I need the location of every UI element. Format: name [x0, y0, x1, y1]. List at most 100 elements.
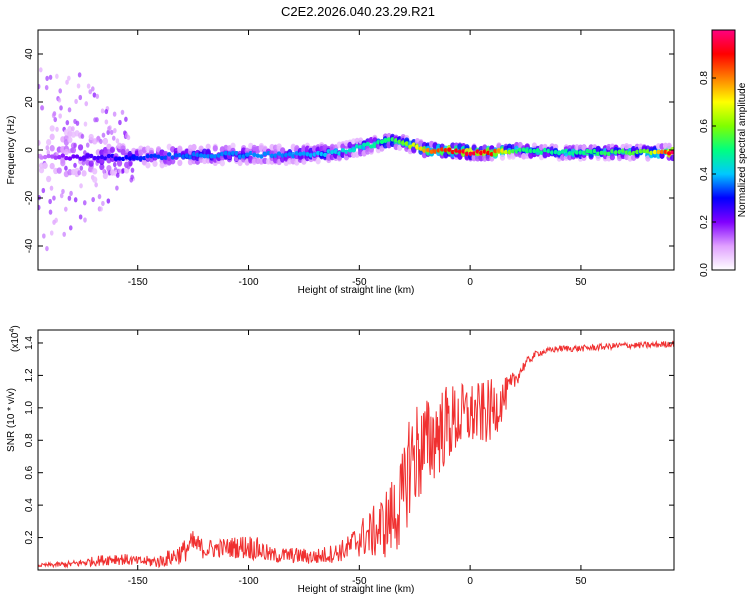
heatmap-cell: [411, 147, 417, 154]
y-tick-label: 0.2: [24, 530, 35, 544]
snr-y-axis-label: SNR (10 * v/v): [6, 388, 17, 452]
heatmap-cell: [109, 129, 114, 135]
heatmap-cell: [49, 133, 55, 141]
heatmap-cell: [91, 196, 95, 203]
heatmap-cell: [666, 142, 672, 150]
heatmap-ridge-cell: [351, 147, 356, 153]
heatmap-cell: [81, 170, 87, 177]
colorbar: 0.0 0.2 0.4 0.6 0.8 Normalized spectral ampl…: [699, 29, 748, 277]
heatmap-cell: [53, 116, 58, 123]
y-tick-label: 0.6: [24, 465, 35, 479]
heatmap-cell: [80, 133, 85, 139]
y-tick-label: 1.0: [24, 400, 35, 414]
heatmap-cell: [531, 142, 537, 149]
heatmap-ridge-cell: [365, 141, 370, 147]
heatmap-cell: [58, 113, 62, 119]
heatmap-cell: [94, 182, 98, 188]
x-tick-label: -150: [128, 277, 148, 288]
heatmap-cell: [59, 193, 64, 199]
heatmap-cell: [49, 162, 55, 170]
heatmap-cell: [44, 84, 49, 91]
heatmap-cell: [177, 159, 183, 167]
heatmap-cell: [115, 172, 120, 178]
heatmap-ridge-cell: [113, 156, 119, 162]
heatmap-ridge-cell: [244, 152, 250, 157]
spectrogram-y-axis-label: Frequency (Hz): [6, 116, 17, 185]
heatmap-ridge-cell: [88, 153, 94, 159]
heatmap-cell: [96, 135, 101, 141]
heatmap-cell: [121, 167, 125, 174]
heatmap-ridge-cell: [53, 155, 58, 160]
x-tick-label: -50: [352, 277, 367, 288]
heatmap-cell: [301, 158, 307, 165]
colorbar-tick-label: 0.0: [699, 263, 710, 277]
heatmap-cell: [73, 142, 77, 148]
heatmap-cell: [102, 172, 108, 180]
heatmap-cell: [111, 135, 116, 141]
heatmap-cell: [126, 134, 131, 141]
snr-exponent-label: (x104): [9, 325, 21, 352]
heatmap-ridge-cell: [447, 147, 452, 152]
heatmap-cell: [65, 79, 69, 85]
heatmap-cell: [56, 167, 62, 174]
heatmap-cell: [73, 162, 77, 168]
heatmap-ridge-cell: [209, 154, 214, 159]
heatmap-cell: [659, 152, 665, 159]
heatmap-cell: [58, 88, 63, 94]
heatmap-cell: [118, 119, 122, 126]
heatmap-cell: [92, 92, 97, 98]
heatmap-ridge-cell: [361, 142, 367, 148]
heatmap-cell: [49, 230, 54, 236]
heatmap-cell: [45, 245, 49, 252]
heatmap-cell: [65, 120, 70, 126]
heatmap-cell: [67, 195, 72, 201]
heatmap-cell: [82, 200, 87, 206]
heatmap-cell: [73, 197, 78, 203]
heatmap-cell: [46, 175, 52, 183]
colorbar-tick-label: 0.8: [699, 71, 710, 85]
heatmap-cell: [75, 120, 80, 126]
heatmap-cell: [86, 83, 91, 89]
heatmap-ridge-cell: [60, 153, 66, 158]
x-tick-label: -150: [128, 576, 148, 587]
heatmap-cell: [112, 111, 117, 117]
heatmap-ridge-cell: [255, 153, 261, 158]
heatmap-cell: [106, 198, 111, 204]
heatmap-ridge-cell: [138, 156, 144, 161]
colorbar-frame: [711, 29, 736, 271]
colorbar-tick-label: 0.6: [699, 119, 710, 133]
heatmap-ridge-cell: [156, 154, 161, 159]
heatmap-cell: [166, 154, 172, 162]
heatmap-cell: [645, 155, 651, 162]
heatmap-cell: [205, 148, 211, 156]
heatmap-cell: [59, 105, 63, 111]
heatmap-cell: [113, 128, 117, 134]
heatmap-cell: [38, 166, 45, 174]
heatmap-cell: [38, 204, 41, 211]
heatmap-cell: [42, 162, 48, 169]
heatmap-cell: [145, 162, 151, 169]
y-tick-label: 0: [24, 147, 35, 153]
heatmap-ridge-cell: [535, 148, 541, 153]
heatmap-ridge-cell: [666, 151, 672, 156]
heatmap-cell: [155, 146, 162, 153]
heatmap-cell: [76, 83, 81, 89]
heatmap-ridge-cell: [99, 154, 105, 160]
heatmap-cell: [84, 101, 89, 107]
heatmap-cell: [78, 214, 83, 220]
heatmap-cell: [38, 83, 41, 90]
heatmap-cell: [42, 233, 46, 239]
heatmap-ridge-cell: [117, 156, 122, 161]
heatmap-cell: [55, 126, 59, 132]
snr-panel: -150 -100 -50 0 50 0.2 0.4 0.6 0.8 1.0 1.2 1.4 Hei…: [6, 325, 675, 595]
heatmap-cell: [100, 108, 105, 114]
heatmap-cell: [39, 67, 43, 73]
heatmap-cell: [67, 125, 73, 133]
heatmap-ridge-cell: [298, 151, 303, 157]
heatmap-ridge-cell: [106, 153, 112, 159]
heatmap-cell: [120, 148, 126, 156]
heatmap-ridge-cell: [67, 156, 73, 161]
heatmap-cell: [40, 105, 45, 111]
heatmap-cell: [116, 159, 123, 167]
heatmap-cell: [152, 160, 158, 167]
